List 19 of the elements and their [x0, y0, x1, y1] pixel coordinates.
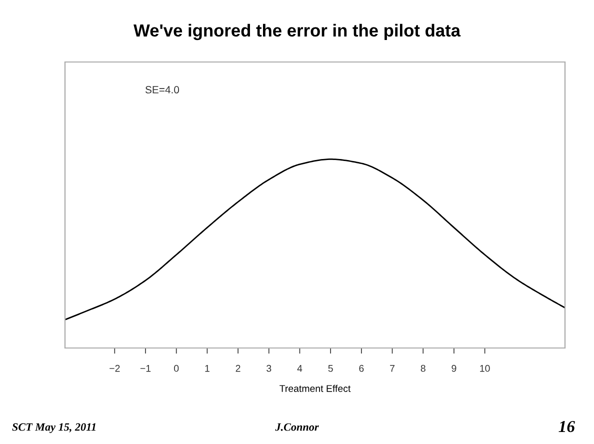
- x-tick-label: 8: [420, 364, 426, 372]
- x-tick-label: 9: [452, 364, 456, 372]
- text: J.Connor: [275, 423, 319, 431]
- x-tick-label: 2: [236, 364, 240, 372]
- x-tick-label: 4: [297, 365, 302, 372]
- x-tick-label: 3: [266, 364, 272, 372]
- x-tick-label: 10: [480, 364, 490, 372]
- chart-title: We've ignored the error in the pilot data: [134, 24, 461, 40]
- text: SE=4.0: [145, 86, 180, 94]
- x-tick-label: 5: [328, 365, 333, 372]
- text: SCT May 15, 2011: [12, 423, 96, 434]
- x-tick-label: −1: [140, 365, 151, 372]
- x-tick-label: −2: [110, 364, 120, 372]
- x-tick-label: 0: [174, 364, 179, 372]
- x-tick-label: 6: [359, 364, 364, 372]
- x-tick-label: 1: [205, 365, 210, 372]
- x-axis-title: Treatment Effect: [280, 384, 351, 392]
- x-tick-label: 7: [390, 365, 394, 372]
- text: 16: [558, 420, 575, 432]
